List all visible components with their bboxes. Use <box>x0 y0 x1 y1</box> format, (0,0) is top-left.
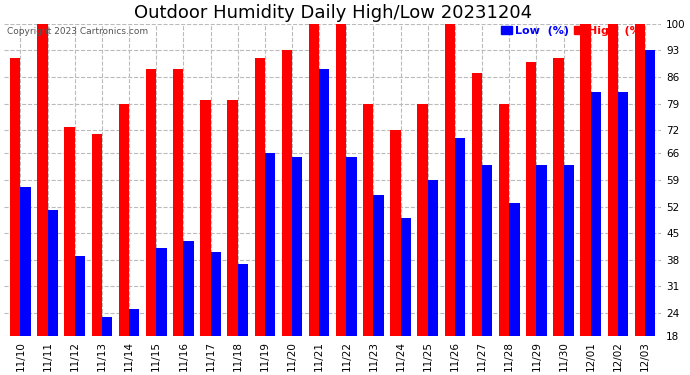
Bar <box>645 50 656 336</box>
Bar <box>608 24 618 336</box>
Bar <box>417 104 428 336</box>
Legend: Low  (%), High  (%): Low (%), High (%) <box>501 26 646 36</box>
Bar <box>591 92 601 336</box>
Bar <box>499 104 509 336</box>
Bar <box>75 256 85 336</box>
Bar <box>37 24 48 336</box>
Bar <box>156 248 166 336</box>
Bar <box>10 58 21 336</box>
Bar <box>455 138 465 336</box>
Bar <box>309 24 319 336</box>
Bar <box>509 203 520 336</box>
Bar <box>428 180 438 336</box>
Bar <box>363 104 373 336</box>
Bar <box>173 69 184 336</box>
Bar <box>472 73 482 336</box>
Bar <box>373 195 384 336</box>
Bar <box>255 58 265 336</box>
Bar <box>553 58 564 336</box>
Bar <box>119 104 129 336</box>
Bar <box>21 188 31 336</box>
Bar <box>536 165 546 336</box>
Bar <box>265 153 275 336</box>
Bar <box>184 241 194 336</box>
Bar <box>102 317 112 336</box>
Bar <box>336 24 346 336</box>
Bar <box>238 264 248 336</box>
Bar <box>146 69 156 336</box>
Bar <box>319 69 330 336</box>
Bar <box>526 62 536 336</box>
Bar <box>200 100 210 336</box>
Bar <box>346 157 357 336</box>
Bar <box>282 50 292 336</box>
Bar <box>401 218 411 336</box>
Text: Copyright 2023 Cartronics.com: Copyright 2023 Cartronics.com <box>8 27 148 36</box>
Bar <box>64 126 75 336</box>
Bar <box>444 24 455 336</box>
Bar <box>391 130 401 336</box>
Bar <box>228 100 238 336</box>
Bar <box>580 24 591 336</box>
Title: Outdoor Humidity Daily High/Low 20231204: Outdoor Humidity Daily High/Low 20231204 <box>134 4 532 22</box>
Bar <box>618 92 628 336</box>
Bar <box>210 252 221 336</box>
Bar <box>482 165 493 336</box>
Bar <box>129 309 139 336</box>
Bar <box>292 157 302 336</box>
Bar <box>635 24 645 336</box>
Bar <box>48 210 58 336</box>
Bar <box>92 134 102 336</box>
Bar <box>564 165 574 336</box>
